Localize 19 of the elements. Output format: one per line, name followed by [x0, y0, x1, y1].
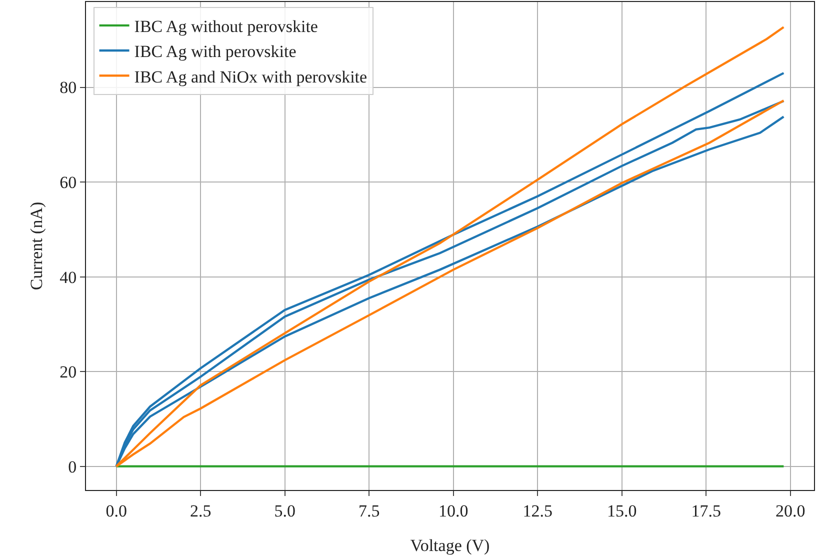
y-tick-label: 80 — [60, 78, 77, 98]
y-axis-title: Current (nA) — [27, 202, 46, 290]
x-tick-label: 2.5 — [190, 501, 212, 520]
x-tick-label: 5.0 — [274, 501, 296, 520]
x-tick-label: 12.5 — [522, 501, 553, 520]
x-tick-label: 10.0 — [438, 501, 468, 520]
y-tick-label: 20 — [60, 362, 77, 382]
x-tick-label: 20.0 — [776, 501, 806, 520]
x-tick-label: 0.0 — [106, 501, 127, 520]
legend-label: IBC Ag and NiOx with perovskite — [134, 67, 368, 86]
x-axis-title: Voltage (V) — [410, 536, 490, 555]
y-tick-label: 60 — [60, 172, 77, 192]
x-tick-label: 15.0 — [607, 501, 637, 520]
legend-label: IBC Ag without perovskite — [134, 17, 318, 36]
y-tick-label: 0 — [68, 457, 77, 476]
x-tick-label: 7.5 — [358, 501, 380, 520]
legend-label: IBC Ag with perovskite — [134, 42, 296, 62]
x-tick-label: 17.5 — [691, 501, 722, 520]
y-tick-label: 40 — [60, 268, 77, 287]
